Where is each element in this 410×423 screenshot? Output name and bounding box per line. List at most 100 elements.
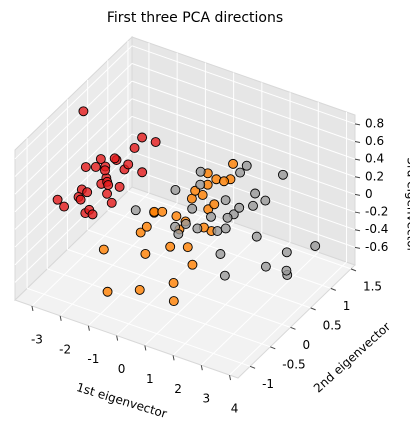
z-tick <box>354 211 361 214</box>
z-tick <box>354 246 361 249</box>
z-tick-label: 0 <box>365 187 373 201</box>
grid-line <box>14 80 133 195</box>
y-tick-label: 0 <box>302 338 310 352</box>
point <box>134 284 145 295</box>
x-tick <box>229 374 232 381</box>
y-tick <box>249 365 256 369</box>
point <box>80 162 91 172</box>
point <box>219 270 230 281</box>
z-tick <box>354 193 361 196</box>
point <box>310 241 321 251</box>
point <box>129 143 140 153</box>
point <box>235 167 246 178</box>
grid-line <box>31 192 150 307</box>
point <box>82 187 93 198</box>
point <box>78 106 89 117</box>
point <box>278 169 288 180</box>
point <box>281 265 292 276</box>
z-tick <box>354 158 361 161</box>
point <box>100 165 110 176</box>
y-tick <box>290 326 296 330</box>
point <box>98 244 109 255</box>
y-tick <box>350 268 357 272</box>
point <box>130 205 141 216</box>
y-tick-label: 1.5 <box>363 279 382 293</box>
point <box>187 259 198 270</box>
point <box>228 158 238 169</box>
z-tick-label: -0.4 <box>365 222 388 236</box>
point <box>234 202 245 213</box>
x-tick-label: 1 <box>146 372 154 386</box>
point <box>90 162 101 172</box>
z-tick-label: 0.6 <box>365 134 384 148</box>
point <box>220 195 231 206</box>
grid-line <box>200 251 319 366</box>
x-tick <box>87 325 90 331</box>
grid-line <box>127 190 352 270</box>
x-tick-label: 3 <box>202 392 210 406</box>
point <box>165 241 176 252</box>
point <box>59 201 70 212</box>
x-tick-label: 0 <box>118 362 126 376</box>
point <box>140 248 151 259</box>
point <box>222 212 233 223</box>
point <box>95 154 106 164</box>
grid-line <box>14 116 133 230</box>
grid-line <box>14 133 133 248</box>
y-tick <box>310 307 316 311</box>
point <box>197 190 208 200</box>
point <box>171 211 182 222</box>
point <box>195 166 206 177</box>
point <box>135 227 146 238</box>
x-tick-label: -2 <box>59 342 71 356</box>
point <box>248 200 258 211</box>
x-tick <box>172 355 175 361</box>
x-tick-label: -1 <box>87 352 99 366</box>
point <box>250 188 261 199</box>
y-tick-label: -1 <box>262 377 274 391</box>
point <box>260 195 271 206</box>
z-tick <box>354 123 361 126</box>
point <box>281 247 292 258</box>
point <box>52 194 63 205</box>
point <box>215 249 226 259</box>
point <box>150 137 161 147</box>
point <box>114 181 125 192</box>
point <box>168 278 179 288</box>
x-tick-label: 4 <box>231 402 239 416</box>
point <box>180 219 191 229</box>
point <box>137 167 148 178</box>
x-tick <box>59 315 62 321</box>
point <box>219 176 229 187</box>
point <box>182 242 193 253</box>
point <box>206 211 216 222</box>
point <box>241 160 252 171</box>
y-tick-label: 0.5 <box>323 318 342 332</box>
x-axis-label: 1st eigenvector <box>75 380 169 421</box>
x-tick-label: 2 <box>174 382 182 396</box>
grid-line <box>14 98 133 213</box>
point <box>251 231 262 242</box>
point <box>173 229 184 239</box>
grid-line <box>131 98 356 178</box>
point <box>212 226 223 237</box>
y-tick <box>330 287 336 291</box>
point <box>123 159 134 170</box>
point <box>260 261 271 272</box>
z-tick <box>354 140 361 143</box>
x-tick <box>116 335 119 341</box>
grid-line <box>172 241 291 356</box>
z-tick-label: 0.4 <box>365 152 384 166</box>
z-tick <box>354 176 361 179</box>
grid-line <box>14 63 133 177</box>
x-tick <box>200 365 203 371</box>
z-axis-label: 3rd eigenvector <box>405 157 410 252</box>
point <box>87 209 98 220</box>
point <box>103 180 114 190</box>
point <box>75 194 86 205</box>
point <box>192 223 203 234</box>
z-tick-label: -0.2 <box>365 205 388 219</box>
grid-line <box>87 229 311 309</box>
point <box>141 221 152 232</box>
